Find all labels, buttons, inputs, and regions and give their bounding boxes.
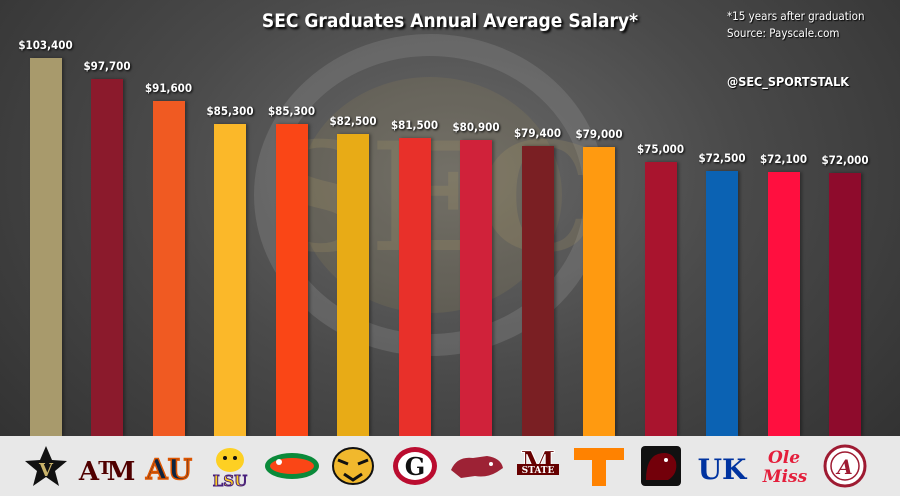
value-label: $79,000 [575,127,623,142]
logo-vanderbilt-icon: V [16,444,76,488]
value-label: $85,300 [267,104,316,119]
value-label: $103,400 [18,38,73,52]
svg-text:M: M [520,444,555,482]
value-label: $72,000 [821,152,869,167]
footnote-years: *15 years after graduation [727,9,865,23]
team-logo-strip [0,436,900,496]
logo-georgia-icon: G [385,444,445,488]
bar-south-carolina [644,161,677,436]
logo-lsu-icon: LSU [200,444,260,488]
logo-arkansas-icon [446,444,506,488]
footnote-source: Source: Payscale.com [727,26,840,40]
logo-missouri-icon [323,444,383,488]
logo-florida-icon [262,444,322,488]
value-label: $75,000 [636,141,685,156]
value-label: $72,500 [698,150,746,165]
svg-text:V: V [38,460,54,481]
logo-alabama-icon: A [815,444,875,488]
value-label: $91,600 [144,81,193,96]
logo-tennessee-icon [569,444,629,488]
logo-ole-miss-icon: Ole Miss [754,444,814,488]
bar-ole-miss [767,172,800,436]
value-label: $80,900 [452,120,500,135]
chart-title: SEC Graduates Annual Average Salary* [261,10,639,32]
bar-auburn [152,101,185,436]
bar-missouri [337,134,369,436]
value-label: $82,500 [329,114,377,129]
svg-text:Miss: Miss [761,467,807,487]
value-label: $79,400 [513,125,562,140]
bar-lsu [214,124,246,436]
bar-tennessee [583,147,615,436]
svg-text:A: A [835,455,853,479]
svg-text:AU: AU [144,453,191,486]
svg-text:M: M [107,457,136,487]
svg-text:STATE: STATE [521,466,554,476]
bar-florida [275,124,308,436]
bar-arkansas [460,140,492,436]
bar-alabama [829,172,861,436]
svg-text:A: A [78,457,100,487]
logo-south-carolina-icon [631,444,691,488]
svg-text:UK: UK [698,453,748,486]
bar-texas-a-m [91,78,123,436]
svg-text:T: T [98,458,112,479]
svg-text:Ole: Ole [767,448,799,468]
footnote: *15 years after graduation Source: Paysc… [727,8,865,42]
bar-vanderbilt [29,58,62,436]
logo-kentucky-icon: UK [692,444,752,488]
bar-kentucky [706,170,738,436]
logo-auburn-icon: AU [139,444,199,488]
logo-mississippi-state-icon: M STATE [508,444,568,488]
value-label: $85,300 [206,104,254,119]
value-label: $81,500 [390,118,439,133]
svg-text:G: G [404,452,425,481]
svg-text:LSU: LSU [213,472,247,488]
bar-georgia [398,138,431,436]
twitter-handle: @SEC_SPORTSTALK [727,74,849,89]
bar-mississippi-state [521,145,554,436]
value-label: $72,100 [759,152,808,167]
value-label: $97,700 [83,58,131,73]
